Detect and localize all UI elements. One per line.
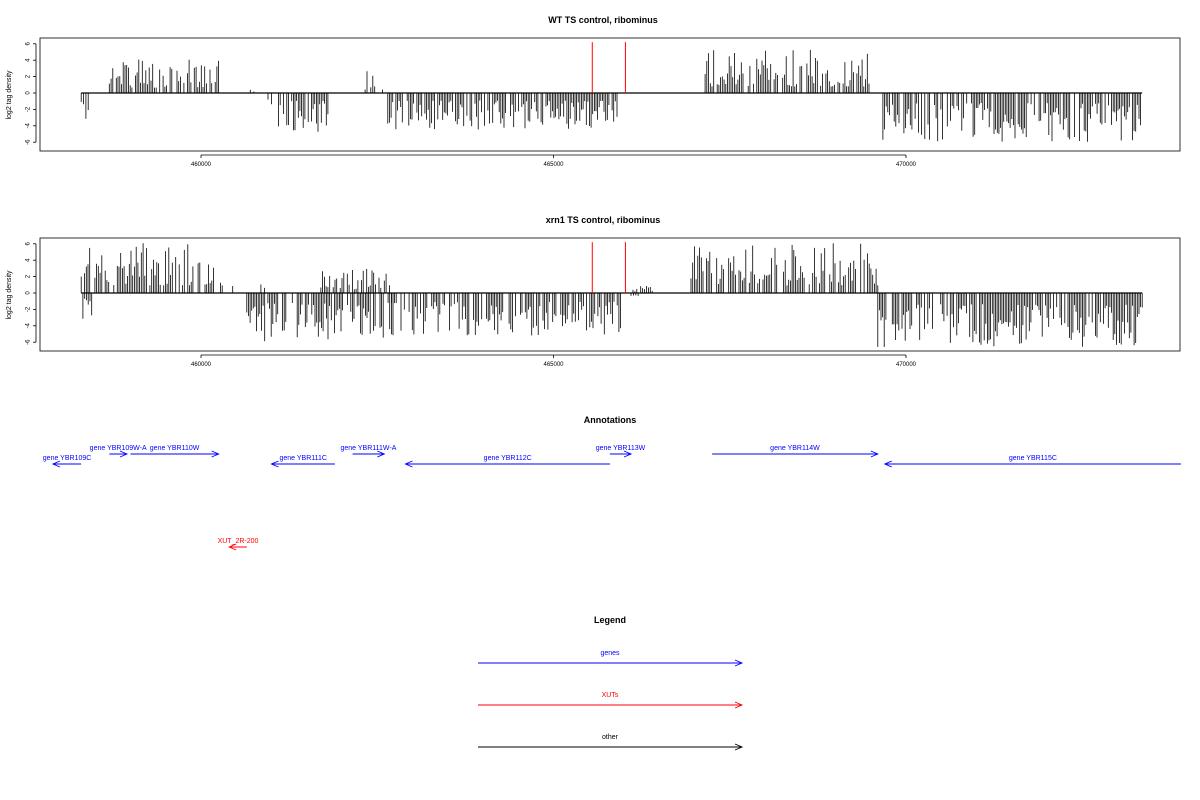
legend-arrow-arrowhead [734, 701, 744, 709]
y-tick-label: -4 [26, 322, 32, 328]
wt-track-title: WT TS control, ribominus [548, 15, 658, 25]
annotation-label: XUT_2R-200 [218, 538, 259, 545]
y-tick-label: 4 [26, 58, 32, 62]
y-tick-label: 0 [26, 91, 32, 95]
annotation-feature: gene YBR115C [883, 455, 1181, 468]
xrn1-axes: -6 -4 -2 0 2 4 6 460000 465000 470000 [26, 241, 917, 368]
annotation-arrow-arrowhead [228, 543, 237, 551]
annotation-label: gene YBR115C [1009, 455, 1057, 462]
annotation-arrow-arrowhead [270, 460, 279, 468]
annotation-features: gene YBR109C gene YBR109W-A gene YBR110W ge… [43, 445, 1181, 551]
annotation-feature: gene YBR111W-A [340, 445, 397, 458]
legend-item: genes [478, 650, 744, 667]
legend-item: XUTs [478, 692, 744, 709]
annotation-arrow-arrowhead [211, 450, 220, 458]
annotation-feature: gene YBR111C [270, 455, 335, 468]
legend-label: genes [600, 650, 620, 657]
legend-label: other [602, 734, 619, 741]
annotation-feature: gene YBR109W-A [90, 445, 147, 458]
annotation-arrow-arrowhead [119, 450, 129, 458]
x-tick-label: 470000 [896, 362, 917, 368]
annotation-label: gene YBR109C [43, 455, 92, 462]
annotation-label: gene YBR114W [770, 445, 820, 452]
legend-items: genes XUTs other [478, 650, 744, 751]
x-tick-label: 465000 [543, 162, 564, 168]
xrn1-bars [80, 242, 1143, 347]
xrn1-y-axis-label: log2 tag density [6, 270, 13, 320]
xrn1-plot-frame [39, 237, 1181, 352]
wt-plot-frame [39, 37, 1181, 152]
y-tick-label: 0 [26, 291, 32, 295]
y-tick-label: -2 [26, 106, 32, 112]
y-tick-label: 4 [26, 258, 32, 262]
legend-arrow-arrowhead [734, 743, 744, 751]
annotations-title: Annotations [584, 415, 637, 425]
legend-title: Legend [594, 615, 626, 625]
annotation-arrow-arrowhead [870, 450, 879, 458]
annotation-arrow-arrowhead [404, 460, 413, 468]
legend-arrow-arrowhead [734, 659, 744, 667]
annotation-feature: gene YBR109C [43, 455, 92, 468]
annotation-label: gene YBR109W-A [90, 445, 147, 452]
x-tick-label: 460000 [191, 162, 212, 168]
annotation-label: gene YBR111W-A [340, 445, 396, 452]
y-tick-label: -6 [26, 339, 32, 345]
y-tick-label: 2 [26, 74, 32, 78]
wt-y-axis-label: log2 tag density [6, 70, 13, 120]
annotation-feature: gene YBR113W [596, 445, 646, 458]
xrn1-track-panel: xrn1 TS control, ribominus log2 tag dens… [6, 215, 1181, 368]
annotation-label: gene YBR112C [484, 455, 532, 462]
annotation-feature: gene YBR112C [404, 455, 610, 468]
x-tick-label: 460000 [191, 362, 212, 368]
annotation-label: gene YBR111C [279, 455, 326, 462]
y-tick-label: 6 [26, 241, 32, 245]
annotation-arrow-arrowhead [623, 450, 633, 458]
annotation-feature: XUT_2R-200 [218, 538, 259, 551]
wt-track-panel: WT TS control, ribominus log2 tag densit… [6, 15, 1181, 168]
annotation-arrow-arrowhead [883, 460, 893, 468]
x-tick-label: 465000 [543, 362, 564, 368]
annotation-label: gene YBR113W [596, 445, 646, 452]
y-tick-label: 6 [26, 41, 32, 45]
y-tick-label: 2 [26, 274, 32, 278]
y-tick-label: -4 [26, 122, 32, 128]
annotation-label: gene YBR110W [150, 445, 200, 452]
wt-axes: -6 -4 -2 0 2 4 6 460000 465000 470000 [26, 41, 917, 168]
annotation-arrow-arrowhead [377, 450, 386, 458]
annotation-feature: gene YBR110W [130, 445, 220, 458]
legend-label: XUTs [602, 692, 619, 699]
y-tick-label: -2 [26, 306, 32, 312]
wt-bars [80, 42, 1143, 142]
annotation-feature: gene YBR114W [712, 445, 879, 458]
xrn1-track-title: xrn1 TS control, ribominus [546, 215, 661, 225]
x-tick-label: 470000 [896, 162, 917, 168]
annotation-arrow-arrowhead [51, 460, 61, 468]
legend-panel: Legend genes XUTs other [478, 615, 744, 751]
y-tick-label: -6 [26, 139, 32, 145]
legend-item: other [478, 734, 744, 751]
